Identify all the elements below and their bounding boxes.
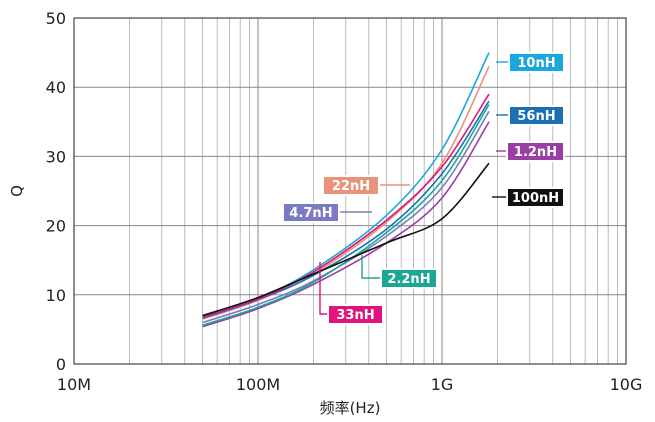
series-label-10nH: 10nH (496, 52, 565, 73)
label-text: 1.2nH (514, 145, 557, 160)
x-tick-label: 100M (236, 375, 280, 394)
plot-frame (73, 17, 627, 365)
y-tick-label: 10 (46, 286, 66, 305)
series-label-56nH: 56nH (496, 105, 565, 126)
y-tick-label: 0 (56, 355, 66, 374)
label-box (324, 177, 378, 194)
label-box (508, 189, 563, 206)
series-line-100nH (202, 162, 490, 317)
label-text: 2.2nH (387, 272, 430, 287)
series-label-22nH: 22nH (322, 175, 410, 196)
label-text: 56nH (517, 109, 555, 124)
y-axis-title: Q (8, 185, 26, 197)
x-tick-label: 1G (431, 375, 454, 394)
y-tick-label: 20 (46, 217, 66, 236)
x-tick-labels: 10M 100M 1G 10G (57, 375, 642, 394)
x-tick-label: 10G (610, 375, 643, 394)
series-line-33nH (202, 93, 490, 319)
label-box (284, 204, 338, 221)
series-label-1.2nH: 1.2nH (496, 141, 565, 162)
label-text: 4.7nH (289, 206, 332, 221)
x-axis-title: 频率(Hz) (320, 399, 381, 417)
y-tick-labels: 0 10 20 30 40 50 (46, 9, 66, 374)
series-label-2.2nH: 2.2nH (361, 255, 438, 289)
label-box (508, 143, 563, 160)
label-text: 33nH (336, 308, 374, 323)
label-leader-line (319, 262, 327, 315)
series-label-100nH: 100nH (492, 187, 565, 208)
series-label-4.7nH: 4.7nH (282, 202, 372, 223)
y-tick-label: 40 (46, 78, 66, 97)
label-box (382, 270, 436, 287)
label-text: 100nH (512, 191, 559, 206)
label-box (510, 54, 563, 71)
x-tick-label: 10M (57, 375, 91, 394)
y-tick-label: 50 (46, 9, 66, 28)
label-box (510, 107, 563, 124)
series-line-2.2nH (202, 104, 490, 326)
y-tick-label: 30 (46, 147, 66, 166)
label-leader-line (361, 255, 380, 279)
label-box (329, 306, 382, 323)
label-text: 22nH (332, 179, 370, 194)
series-label-33nH: 33nH (319, 262, 384, 325)
label-text: 10nH (517, 56, 555, 71)
